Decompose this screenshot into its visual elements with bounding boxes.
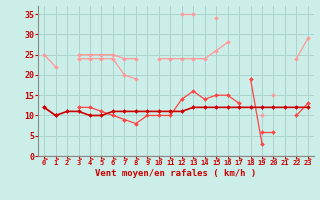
X-axis label: Vent moyen/en rafales ( km/h ): Vent moyen/en rafales ( km/h )	[95, 169, 257, 178]
